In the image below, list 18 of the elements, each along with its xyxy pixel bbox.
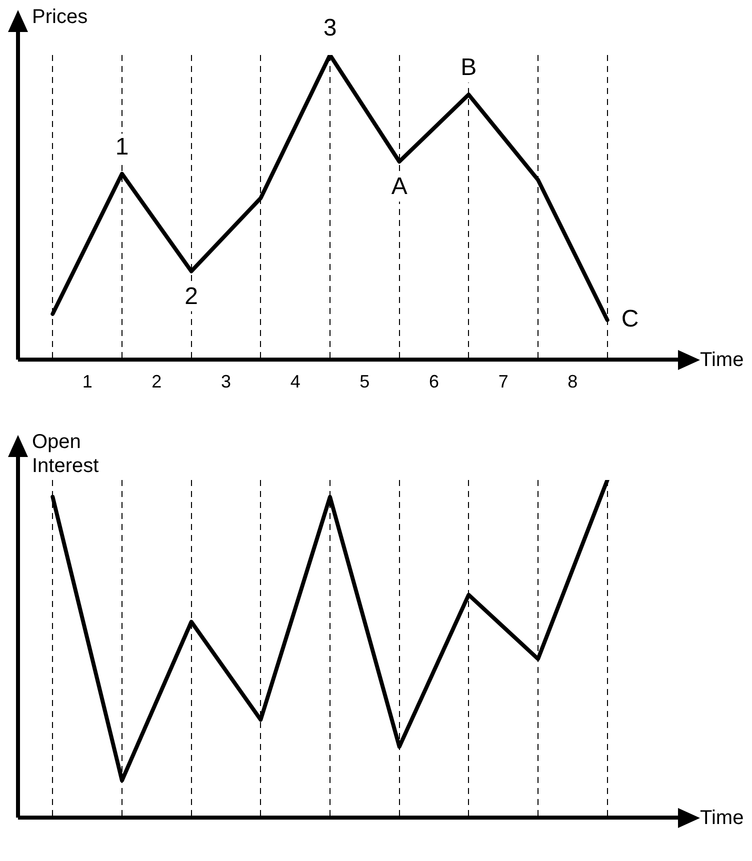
y-axis-title: Open Interest	[32, 430, 100, 478]
text: 3	[220, 372, 232, 392]
annotation: B	[460, 54, 477, 82]
annotation: 2	[184, 282, 198, 310]
text: 1	[82, 372, 92, 392]
text: 5	[360, 372, 370, 392]
text: 2	[152, 372, 162, 392]
text: 4	[290, 372, 300, 392]
annotation: 3	[323, 14, 337, 42]
y-axis-title: Prices	[32, 5, 89, 29]
x-axis-title: Time	[700, 806, 744, 830]
annotation: C	[621, 306, 639, 333]
annotation: 1	[115, 133, 129, 160]
x-axis-title: Time	[700, 348, 744, 372]
text: 7	[498, 372, 508, 392]
annotation: A	[391, 173, 408, 200]
text: 6	[428, 372, 440, 392]
text: 8	[568, 372, 578, 392]
